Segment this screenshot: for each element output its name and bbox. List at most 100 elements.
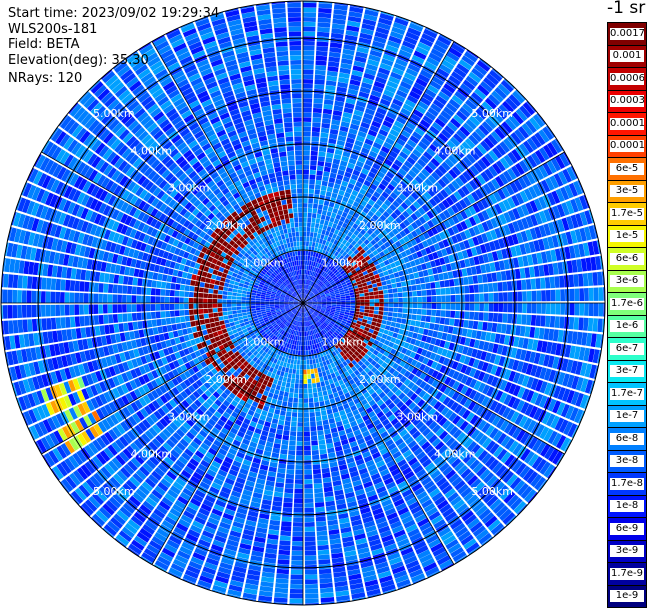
backscatter-cell: [327, 187, 333, 193]
backscatter-cell: [316, 46, 328, 51]
backscatter-cell: [502, 282, 507, 291]
backscatter-cell: [418, 271, 424, 277]
backscatter-cell: [570, 289, 575, 301]
backscatter-cell: [319, 224, 323, 229]
backscatter-cell: [303, 74, 313, 79]
backscatter-cell: [294, 498, 303, 503]
backscatter-cell: [331, 304, 336, 306]
backscatter-cell: [384, 307, 389, 311]
backscatter-cell: [527, 303, 532, 313]
backscatter-cell: [474, 285, 479, 293]
backscatter-cell: [270, 462, 278, 468]
backscatter-cell: [474, 303, 479, 311]
backscatter-cell: [360, 300, 365, 303]
backscatter-cell: [403, 298, 408, 303]
backscatter-cell: [450, 311, 455, 318]
backscatter-cell: [583, 273, 589, 286]
backscatter-cell: [318, 204, 323, 209]
backscatter-cell: [430, 316, 435, 322]
backscatter-cell: [303, 22, 316, 27]
backscatter-cell: [316, 218, 321, 223]
backscatter-cell: [341, 296, 346, 298]
backscatter-cell: [540, 315, 545, 326]
backscatter-cell: [483, 284, 488, 293]
backscatter-cell: [303, 55, 314, 60]
backscatter-cell: [323, 205, 328, 210]
backscatter-cell: [373, 314, 378, 318]
backscatter-cell: [313, 392, 318, 397]
backscatter-cell: [310, 232, 314, 237]
backscatter-cell: [589, 303, 594, 316]
backscatter-cell: [578, 274, 584, 287]
backscatter-cell: [341, 305, 346, 307]
backscatter-cell: [304, 436, 310, 441]
backscatter-cell: [328, 182, 334, 188]
backscatter-cell: [369, 306, 374, 309]
backscatter-cell: [341, 301, 346, 303]
backscatter-cell: [304, 498, 313, 503]
backscatter-cell: [315, 65, 326, 70]
backscatter-cell: [321, 597, 335, 603]
backscatter-cell: [311, 151, 318, 156]
backscatter-cell: [296, 455, 303, 460]
backscatter-cell: [303, 213, 307, 218]
backscatter-cell: [554, 276, 559, 288]
backscatter-cell: [315, 180, 321, 185]
backscatter-cell: [289, 368, 293, 373]
backscatter-cell: [413, 297, 418, 302]
backscatter-cell: [286, 469, 294, 474]
backscatter-cell: [440, 281, 445, 288]
backscatter-cell: [359, 290, 364, 293]
backscatter-cell: [290, 579, 303, 584]
backscatter-cell: [592, 272, 598, 286]
backscatter-cell: [307, 218, 311, 223]
backscatter-cell: [303, 84, 313, 89]
backscatter-cell: [508, 292, 513, 301]
backscatter-cell: [414, 272, 420, 278]
backscatter-cell: [312, 455, 319, 460]
backscatter-cell: [299, 384, 303, 389]
backscatter-cell: [303, 184, 308, 189]
backscatter-cell: [317, 535, 328, 540]
backscatter-cell: [423, 329, 429, 336]
backscatter-cell: [283, 502, 292, 507]
backscatter-cell: [448, 326, 454, 333]
backscatter-cell: [303, 127, 311, 132]
backscatter-cell: [293, 522, 303, 527]
backscatter-cell: [303, 79, 313, 84]
backscatter-cell: [294, 393, 299, 398]
backscatter-cell: [488, 283, 493, 292]
backscatter-cell: [309, 184, 315, 189]
backscatter-cell: [431, 289, 436, 295]
backscatter-cell: [389, 274, 395, 279]
backscatter-cell: [477, 321, 483, 330]
backscatter-cell: [297, 441, 303, 446]
backscatter-cell: [279, 415, 285, 420]
backscatter-cell: [350, 295, 355, 298]
backscatter-cell: [443, 272, 449, 279]
backscatter-cell: [296, 369, 299, 374]
backscatter-cell: [341, 299, 346, 301]
backscatter-cell: [496, 323, 502, 332]
backscatter-cell: [374, 303, 379, 306]
backscatter-cell: [304, 270, 306, 275]
backscatter-cell: [441, 310, 446, 317]
backscatter-cell: [436, 310, 441, 316]
backscatter-cell: [280, 531, 291, 536]
backscatter-cell: [305, 341, 307, 346]
backscatter-cell: [438, 273, 444, 280]
backscatter-cell: [328, 138, 336, 144]
backscatter-cell: [397, 313, 402, 318]
backscatter-cell: [546, 303, 551, 314]
backscatter-cell: [416, 315, 421, 321]
backscatter-cell: [445, 288, 450, 295]
backscatter-cell: [321, 463, 329, 468]
backscatter-cell: [573, 274, 579, 287]
backscatter-cell: [383, 290, 388, 294]
backscatter-cell: [271, 383, 276, 389]
backscatter-cell: [322, 473, 330, 479]
backscatter-cell: [364, 289, 369, 293]
backscatter-cell: [307, 213, 311, 218]
backscatter-cell: [288, 450, 295, 455]
backscatter-cell: [555, 303, 560, 315]
